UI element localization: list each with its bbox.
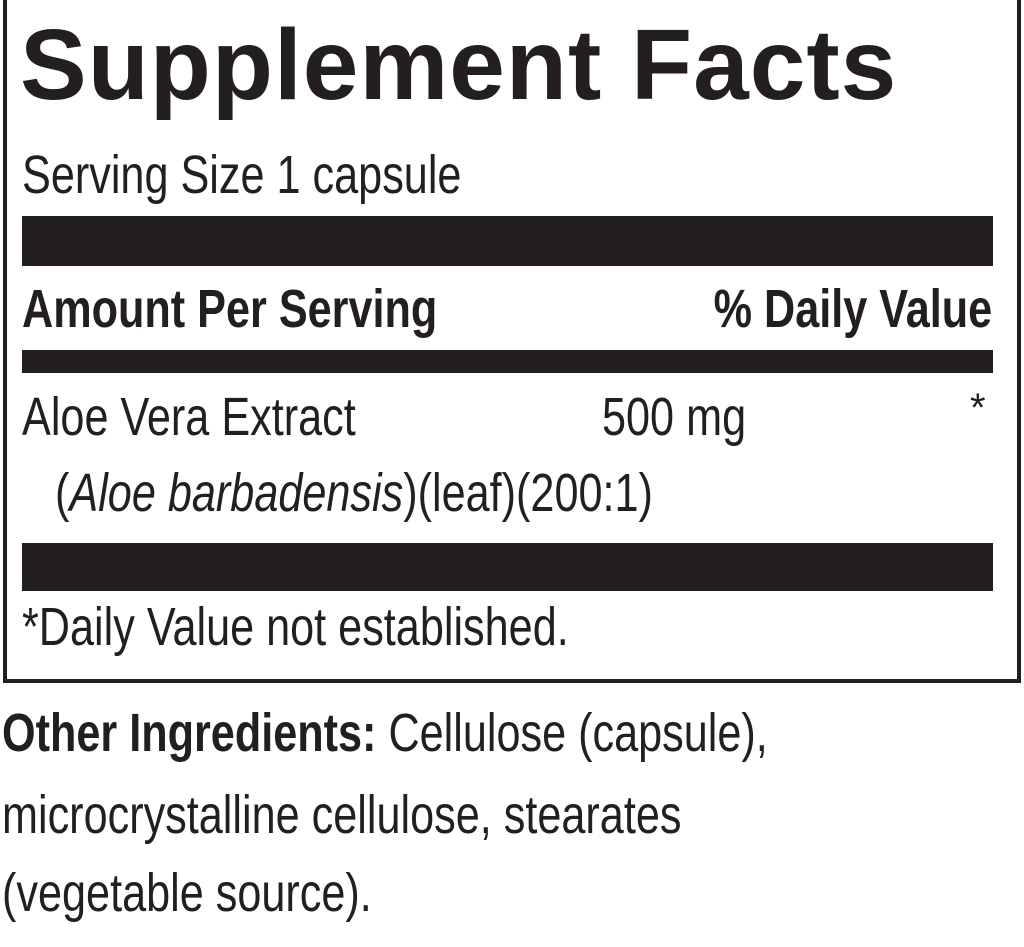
ingredient-amount-text: 500 mg: [602, 387, 747, 447]
ingredient-name-text: Aloe Vera Extract: [22, 387, 356, 447]
other-ingredients-line-3: (vegetable source).: [2, 862, 464, 924]
other-ingredients-line-2: microcrystalline cellulose, stearates: [2, 784, 851, 846]
footnote: *Daily Value not established.: [22, 596, 705, 658]
daily-value-text: % Daily Value: [713, 279, 992, 339]
serving-size-text: Serving Size 1 capsule: [22, 145, 462, 205]
daily-value-header: % Daily Value: [644, 278, 992, 340]
other-ingredients-label: Other Ingredients:: [2, 703, 377, 763]
other-ingredients-line-1: Other Ingredients: Cellulose (capsule),: [2, 702, 959, 764]
detail-rest: )(leaf)(200:1): [403, 463, 653, 523]
botanical-name: Aloe barbadensis: [69, 463, 404, 523]
panel-title: Supplement Facts: [20, 9, 898, 121]
amount-per-serving-text: Amount Per Serving: [22, 279, 438, 339]
ingredient-detail: (Aloe barbadensis)(leaf)(200:1): [55, 462, 802, 524]
supplement-facts-panel: [3, 0, 1021, 683]
thick-divider-bottom: [22, 543, 993, 591]
ingredient-daily-value: *: [970, 386, 986, 430]
amount-per-serving-header: Amount Per Serving: [22, 278, 541, 340]
other-ingredients-text-2: microcrystalline cellulose, stearates: [2, 785, 682, 845]
thick-divider: [22, 216, 993, 266]
detail-open: (: [55, 463, 70, 523]
medium-divider: [22, 350, 993, 373]
ingredient-amount: 500 mg: [602, 386, 782, 448]
serving-size: Serving Size 1 capsule: [22, 144, 571, 206]
ingredient-name: Aloe Vera Extract: [22, 386, 439, 448]
other-ingredients-text-3: (vegetable source).: [2, 863, 372, 923]
other-ingredients-text-1: Cellulose (capsule),: [376, 703, 768, 763]
footnote-text: *Daily Value not established.: [22, 597, 569, 657]
